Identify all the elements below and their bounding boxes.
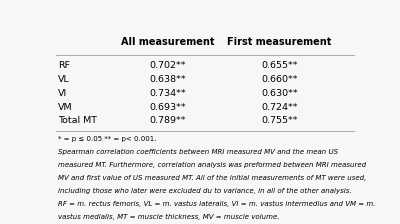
Text: 0.755**: 0.755** (261, 116, 298, 125)
Text: First measurement: First measurement (227, 37, 332, 47)
Text: 0.789**: 0.789** (150, 116, 186, 125)
Text: * = p ≤ 0.05 ** = p< 0.001.: * = p ≤ 0.05 ** = p< 0.001. (58, 136, 156, 142)
Text: VM: VM (58, 103, 72, 112)
Text: 0.638**: 0.638** (150, 75, 186, 84)
Text: vastus medialis, MT = muscle thickness, MV = muscle volume.: vastus medialis, MT = muscle thickness, … (58, 214, 279, 220)
Text: 0.693**: 0.693** (150, 103, 186, 112)
Text: 0.660**: 0.660** (261, 75, 298, 84)
Text: RF = m. rectus femoris, VL = m. vastus lateralis, VI = m. vastus intermedius and: RF = m. rectus femoris, VL = m. vastus l… (58, 201, 375, 207)
Text: All measurement: All measurement (121, 37, 214, 47)
Text: including those who later were excluded du to variance, in all of the other anal: including those who later were excluded … (58, 188, 351, 194)
Text: Spearman correlation coefficients between MRI measured MV and the mean US: Spearman correlation coefficients betwee… (58, 149, 338, 155)
Text: MV and first value of US measured MT. All of the initial measurements of MT were: MV and first value of US measured MT. Al… (58, 175, 366, 181)
Text: 0.702**: 0.702** (150, 61, 186, 70)
Text: RF: RF (58, 61, 70, 70)
Text: VI: VI (58, 89, 67, 98)
Text: 0.734**: 0.734** (150, 89, 186, 98)
Text: VL: VL (58, 75, 70, 84)
Text: 0.724**: 0.724** (261, 103, 298, 112)
Text: Total MT: Total MT (58, 116, 97, 125)
Text: measured MT. Furthermore, correlation analysis was preformed between MRI measure: measured MT. Furthermore, correlation an… (58, 162, 366, 168)
Text: 0.655**: 0.655** (261, 61, 298, 70)
Text: 0.630**: 0.630** (261, 89, 298, 98)
